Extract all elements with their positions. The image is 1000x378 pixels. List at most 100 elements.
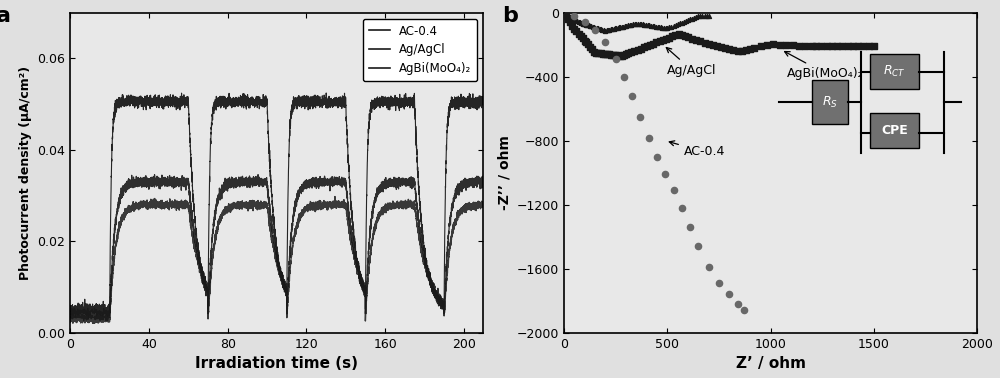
Point <box>605 52 621 58</box>
Point <box>658 36 674 42</box>
Point <box>562 19 578 25</box>
Y-axis label: Photocurrent density (μA/cm²): Photocurrent density (μA/cm²) <box>19 66 32 280</box>
Point <box>582 23 598 29</box>
Point <box>632 114 648 120</box>
Text: AgBi(MoO₄)₂: AgBi(MoO₄)₂ <box>785 51 864 80</box>
Point <box>558 11 574 17</box>
Point <box>615 23 631 29</box>
Point <box>824 43 840 49</box>
Point <box>659 25 675 31</box>
Point <box>575 21 591 27</box>
Point <box>612 53 628 59</box>
Point <box>630 47 646 53</box>
Point <box>671 31 687 37</box>
Point <box>674 20 690 26</box>
Point <box>596 27 612 33</box>
Point <box>649 154 665 160</box>
Point <box>562 14 578 20</box>
Point <box>576 21 592 27</box>
Point <box>690 243 706 249</box>
Point <box>797 43 813 49</box>
Point <box>730 301 746 307</box>
Point <box>672 20 688 26</box>
Point <box>571 19 587 25</box>
Point <box>778 42 794 48</box>
Point <box>668 22 684 28</box>
Point <box>640 22 656 28</box>
Point <box>573 20 589 26</box>
Point <box>772 42 788 48</box>
Point <box>721 46 737 52</box>
Point <box>653 24 669 30</box>
Legend: AC-0.4, Ag/AgCl, AgBi(MoO₄)₂: AC-0.4, Ag/AgCl, AgBi(MoO₄)₂ <box>363 19 477 81</box>
Point <box>561 13 577 19</box>
Point <box>701 264 717 270</box>
Point <box>567 17 583 23</box>
Point <box>697 39 713 45</box>
Point <box>674 205 690 211</box>
Point <box>597 28 613 34</box>
Point <box>572 19 588 25</box>
X-axis label: Irradiation time (s): Irradiation time (s) <box>195 356 358 371</box>
Point <box>638 22 654 28</box>
Point <box>620 22 636 28</box>
Point <box>612 24 628 30</box>
Point <box>639 43 655 49</box>
Point <box>590 50 606 56</box>
Point <box>682 17 698 23</box>
Point <box>730 48 746 54</box>
Point <box>711 280 727 286</box>
Point <box>611 25 627 31</box>
Point <box>645 40 661 46</box>
Point <box>713 43 729 50</box>
Point <box>560 16 576 22</box>
Point <box>736 307 752 313</box>
Point <box>684 36 700 42</box>
Point <box>656 25 672 31</box>
Point <box>692 13 708 19</box>
Point <box>648 39 664 45</box>
Point <box>565 15 581 22</box>
Point <box>657 171 673 177</box>
Point <box>599 27 615 33</box>
Point <box>667 32 683 38</box>
Point <box>738 46 754 53</box>
Point <box>560 12 576 19</box>
Point <box>624 93 640 99</box>
Point <box>566 16 582 22</box>
Point <box>678 18 694 24</box>
Point <box>597 51 613 57</box>
Point <box>607 52 623 58</box>
Point <box>652 38 668 44</box>
Point <box>566 26 582 32</box>
Point <box>688 14 704 20</box>
Point <box>622 22 638 28</box>
Point <box>568 17 584 23</box>
Point <box>658 25 674 31</box>
Point <box>717 45 733 51</box>
Point <box>690 13 706 19</box>
Point <box>688 37 704 43</box>
Point <box>834 43 850 49</box>
Point <box>568 28 584 34</box>
Point <box>627 21 643 27</box>
Point <box>564 15 580 21</box>
Point <box>557 10 573 16</box>
Point <box>608 56 624 62</box>
Point <box>663 24 679 30</box>
Point <box>586 49 602 55</box>
Point <box>592 26 608 32</box>
Y-axis label: -Z’’ / ohm: -Z’’ / ohm <box>497 135 511 210</box>
Point <box>701 13 717 19</box>
Point <box>569 18 585 24</box>
Point <box>641 135 657 141</box>
Point <box>617 23 633 29</box>
Point <box>595 51 611 57</box>
Point <box>610 25 626 31</box>
Point <box>563 14 579 20</box>
Point <box>721 291 737 297</box>
Point <box>684 15 700 22</box>
Point <box>725 46 741 53</box>
Point <box>608 25 624 31</box>
Point <box>645 23 661 29</box>
